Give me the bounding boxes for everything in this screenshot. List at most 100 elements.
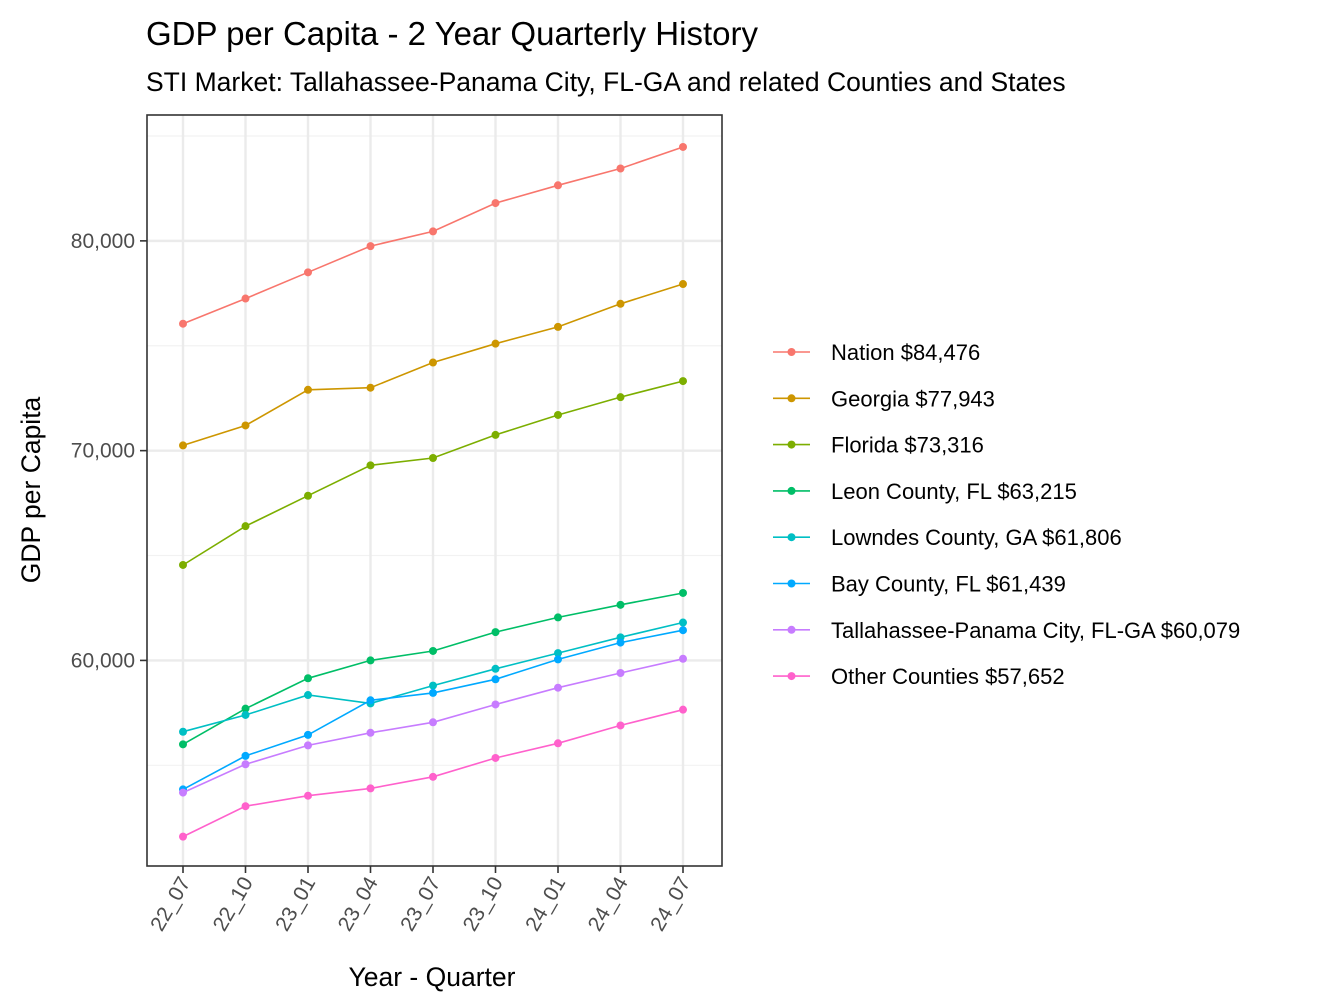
chart-subtitle: STI Market: Tallahassee-Panama City, FL-… bbox=[146, 67, 1066, 97]
y-tick-label: 80,000 bbox=[71, 230, 135, 253]
plot-panel-border bbox=[146, 114, 723, 867]
x-tick-label: 22_07 bbox=[146, 873, 195, 935]
data-point bbox=[366, 656, 375, 665]
plot-panel-background bbox=[147, 115, 722, 866]
data-point bbox=[429, 688, 437, 697]
x-tick-label: 24_07 bbox=[646, 873, 695, 935]
data-point bbox=[616, 721, 625, 730]
y-axis: 60,000 70,000 80,000 bbox=[71, 230, 147, 672]
legend-label: Florida $73,316 bbox=[831, 433, 984, 458]
data-point bbox=[179, 832, 187, 841]
y-tick-label: 70,000 bbox=[71, 440, 135, 463]
legend-key-point bbox=[787, 579, 796, 588]
legend-label: Lowndes County, GA $61,806 bbox=[831, 525, 1122, 550]
data-point bbox=[304, 385, 312, 394]
x-axis: 22_07 22_10 23_01 23_04 23_07 23_10 24_01 24_04… bbox=[146, 866, 695, 935]
data-point bbox=[241, 704, 250, 713]
data-point bbox=[554, 649, 562, 658]
data-point bbox=[491, 339, 500, 348]
series-2 bbox=[179, 280, 687, 450]
data-point bbox=[429, 227, 437, 236]
data-point bbox=[429, 681, 437, 690]
legend-key-point bbox=[787, 625, 796, 634]
data-point bbox=[429, 772, 437, 781]
data-point bbox=[429, 718, 437, 727]
data-point bbox=[304, 730, 312, 739]
x-tick-label: 24_04 bbox=[584, 873, 633, 935]
x-tick-label: 23_04 bbox=[334, 873, 383, 935]
legend-item-5: Lowndes County, GA $61,806 bbox=[773, 525, 1122, 550]
series-7 bbox=[179, 654, 687, 797]
y-tick-label: 60,000 bbox=[71, 649, 135, 672]
legend-item-8: Other Counties $57,652 bbox=[773, 664, 1065, 689]
data-point bbox=[179, 560, 187, 569]
x-tick-label: 24_01 bbox=[521, 873, 570, 935]
data-point bbox=[304, 791, 312, 800]
data-point bbox=[679, 705, 687, 714]
data-point bbox=[429, 453, 437, 462]
data-point bbox=[304, 741, 312, 750]
data-point bbox=[679, 626, 687, 635]
data-point bbox=[179, 727, 187, 736]
data-point bbox=[554, 181, 562, 190]
series-4 bbox=[179, 588, 687, 749]
data-point bbox=[366, 461, 375, 470]
data-point bbox=[554, 683, 562, 692]
data-point bbox=[304, 691, 312, 700]
legend-label: Leon County, FL $63,215 bbox=[831, 479, 1077, 504]
data-point bbox=[241, 802, 250, 811]
data-point bbox=[304, 674, 312, 683]
series-3 bbox=[179, 377, 687, 569]
data-point bbox=[304, 491, 312, 500]
legend-key-point bbox=[787, 440, 796, 449]
data-point bbox=[241, 760, 250, 769]
data-point bbox=[179, 319, 187, 328]
legend-label: Georgia $77,943 bbox=[831, 386, 995, 411]
data-point bbox=[366, 784, 375, 793]
legend: Nation $84,476 Georgia $77,943 Florida $73… bbox=[773, 340, 1240, 689]
data-point bbox=[241, 710, 250, 719]
x-tick-label: 23_10 bbox=[459, 873, 508, 935]
data-point bbox=[491, 199, 500, 208]
data-point bbox=[366, 696, 375, 705]
series-5 bbox=[179, 618, 687, 736]
data-point bbox=[616, 393, 625, 402]
legend-label: Tallahassee-Panama City, FL-GA $60,079 bbox=[831, 618, 1240, 643]
data-point bbox=[679, 377, 687, 386]
legend-item-1: Nation $84,476 bbox=[773, 340, 980, 365]
legend-key-point bbox=[787, 533, 796, 542]
x-tick-label: 23_07 bbox=[396, 873, 445, 935]
chart-title: GDP per Capita - 2 Year Quarterly Histor… bbox=[146, 15, 758, 52]
data-point bbox=[679, 654, 687, 663]
data-point bbox=[179, 740, 187, 749]
data-point bbox=[616, 600, 625, 609]
data-point bbox=[554, 410, 562, 419]
data-point bbox=[554, 739, 562, 748]
data-point bbox=[616, 164, 625, 173]
series-1 bbox=[179, 142, 687, 328]
data-point bbox=[679, 280, 687, 289]
x-tick-label: 23_01 bbox=[271, 873, 320, 935]
legend-key-point bbox=[787, 672, 796, 681]
data-point bbox=[616, 299, 625, 308]
data-point bbox=[491, 753, 500, 762]
legend-item-6: Bay County, FL $61,439 bbox=[773, 572, 1066, 597]
data-point bbox=[679, 618, 687, 627]
series-8 bbox=[179, 705, 687, 841]
legend-label: Other Counties $57,652 bbox=[831, 664, 1065, 689]
minor-gridlines bbox=[147, 135, 722, 766]
data-point bbox=[679, 142, 687, 151]
y-axis-title: GDP per Capita bbox=[16, 396, 46, 583]
data-point bbox=[429, 358, 437, 367]
legend-key-point bbox=[787, 394, 796, 403]
data-point bbox=[429, 646, 437, 655]
data-point bbox=[554, 613, 562, 622]
data-point bbox=[179, 441, 187, 450]
data-point bbox=[491, 664, 500, 673]
series-layer bbox=[179, 142, 687, 841]
legend-item-2: Georgia $77,943 bbox=[773, 386, 995, 411]
legend-key-point bbox=[787, 348, 796, 356]
data-point bbox=[241, 421, 250, 430]
data-point bbox=[679, 588, 687, 597]
